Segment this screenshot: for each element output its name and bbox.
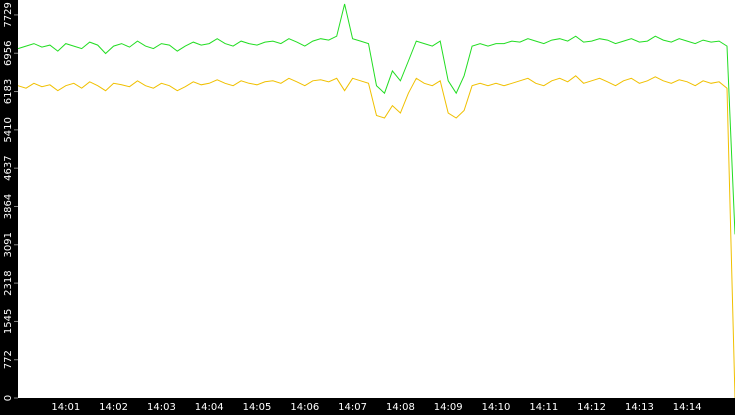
x-tick-label: 14:12 <box>577 402 606 413</box>
x-tick-label: 14:11 <box>529 402 558 413</box>
y-tick-label: 3091 <box>3 232 14 257</box>
x-tick-label: 14:10 <box>482 402 511 413</box>
y-tick-label: 1545 <box>3 309 14 334</box>
y-tick-label: 6956 <box>3 41 14 66</box>
x-tick-label: 14:05 <box>243 402 272 413</box>
x-tick-label: 14:07 <box>338 402 367 413</box>
x-tick-label: 14:06 <box>290 402 319 413</box>
x-tick-label: 14:09 <box>434 402 463 413</box>
x-tick-label: 14:04 <box>195 402 224 413</box>
series-line <box>17 75 735 399</box>
y-tick-label: 0 <box>3 395 14 401</box>
y-tick-label: 2318 <box>3 270 14 295</box>
y-tick-label: 772 <box>3 350 14 369</box>
y-tick-label: 4637 <box>3 155 14 180</box>
x-tick-label: 14:01 <box>51 402 80 413</box>
y-axis-bar <box>0 0 18 415</box>
x-tick-label: 14:03 <box>147 402 176 413</box>
series-line <box>17 3 735 235</box>
x-axis-bar <box>0 398 735 415</box>
y-tick-label: 3864 <box>3 194 14 219</box>
y-tick-label: 7729 <box>3 2 14 27</box>
x-tick-label: 14:13 <box>625 402 654 413</box>
y-tick-label: 5410 <box>3 117 14 142</box>
x-tick-label: 14:02 <box>99 402 128 413</box>
x-tick-label: 14:14 <box>673 402 702 413</box>
x-tick-label: 14:08 <box>386 402 415 413</box>
y-tick-label: 6183 <box>3 79 14 104</box>
